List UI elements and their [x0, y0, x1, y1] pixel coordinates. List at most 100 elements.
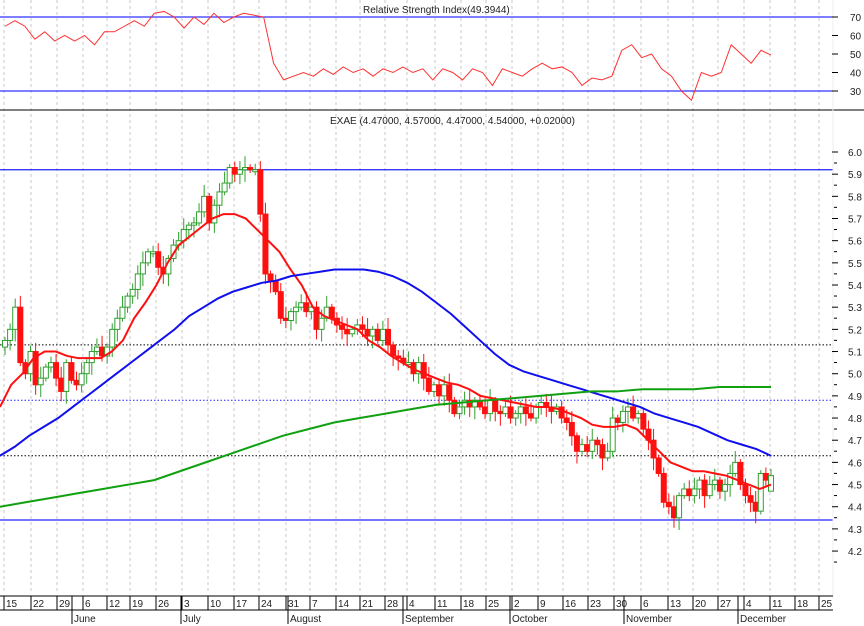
- candle-body: [670, 506, 677, 519]
- candle-body: [768, 475, 774, 492]
- candle-body: [303, 302, 310, 313]
- price-tick-label: 4.3: [848, 525, 862, 536]
- candle-body: [139, 262, 146, 275]
- x-tick-label: 19: [132, 599, 144, 610]
- x-tick-label: 22: [33, 599, 45, 610]
- rsi-tick-label: 60: [850, 32, 862, 43]
- candle-body: [727, 472, 734, 486]
- x-tick-label: 11: [772, 599, 783, 610]
- candle-body: [287, 311, 294, 321]
- price-tick-label: 4.9: [848, 392, 862, 403]
- price-title: EXAE (4.47000, 4.57000, 4.47000, 4.54000…: [330, 116, 575, 127]
- x-tick-label: 20: [695, 599, 707, 610]
- candle-body: [762, 472, 769, 481]
- candle-body: [257, 169, 264, 215]
- candle-body: [573, 435, 580, 452]
- price-tick-label: 5.9: [848, 170, 862, 181]
- candle-body: [482, 406, 489, 415]
- candle-body: [589, 439, 596, 452]
- price-tick-label: 5.2: [848, 325, 862, 336]
- candle-body: [436, 384, 443, 397]
- candle-body: [533, 406, 540, 419]
- price-tick-label: 4.6: [848, 458, 862, 469]
- candle-body: [742, 484, 749, 497]
- candle-body: [625, 406, 632, 412]
- candle-body: [88, 351, 95, 364]
- x-tick-label: 13: [670, 599, 682, 610]
- candle-body: [604, 450, 611, 459]
- candle-body: [706, 484, 713, 497]
- candle-body: [619, 410, 626, 423]
- candle-body: [701, 479, 708, 497]
- price-tick-label: 4.7: [848, 436, 862, 447]
- candle-body: [579, 444, 586, 452]
- x-tick-label: 28: [387, 599, 399, 610]
- grid-lines: [3, 0, 820, 594]
- month-label: November: [626, 614, 673, 625]
- moving-average-line: [0, 268, 772, 457]
- x-tick-label: 9: [540, 599, 546, 610]
- candle-body: [42, 366, 49, 379]
- price-tick-label: 4.8: [848, 414, 862, 425]
- candle-body: [211, 204, 218, 224]
- x-tick-label: 30: [616, 599, 628, 610]
- candle-body: [374, 328, 381, 341]
- x-tick-label: 18: [797, 599, 809, 610]
- candle-body: [129, 288, 136, 297]
- candle-body: [425, 377, 432, 392]
- candle-body: [732, 461, 739, 474]
- candle-body: [660, 472, 667, 503]
- x-tick-label: 4: [409, 599, 415, 610]
- x-tick-label: 2: [514, 599, 520, 610]
- moving-average-line: [0, 386, 771, 508]
- candle-body: [293, 306, 300, 313]
- candle-body: [298, 302, 305, 308]
- candle-body: [282, 317, 289, 321]
- candle-body: [63, 362, 70, 392]
- candle-body: [517, 406, 524, 415]
- x-tick-label: 14: [338, 599, 350, 610]
- price-tick-label: 4.5: [848, 481, 862, 492]
- x-tick-label: 11: [437, 599, 448, 610]
- candle-body: [630, 406, 637, 419]
- candle-body: [568, 421, 575, 437]
- candle-body: [247, 167, 254, 171]
- price-tick-label: 5.1: [848, 348, 862, 359]
- candle-body: [221, 182, 228, 193]
- candle-body: [124, 295, 131, 308]
- moving-average-line: [0, 213, 772, 491]
- candle-body: [12, 306, 19, 330]
- candle-body: [272, 280, 279, 293]
- rsi-panel: Relative Strength Index(49.3944): [0, 5, 833, 102]
- month-label: October: [512, 614, 548, 625]
- candle-body: [78, 373, 85, 386]
- candle-body: [640, 413, 647, 430]
- x-tick-label: 27: [720, 599, 732, 610]
- candle-body: [226, 167, 233, 184]
- x-tick-label: 24: [261, 599, 273, 610]
- candle-body: [339, 324, 346, 330]
- x-tick-label: 23: [590, 599, 602, 610]
- candle-body: [446, 384, 453, 401]
- candle-body: [99, 346, 106, 357]
- candle-body: [318, 317, 325, 330]
- price-panel: EXAE (4.47000, 4.57000, 4.47000, 4.54000…: [0, 116, 833, 530]
- candle-body: [119, 306, 126, 319]
- candle-body: [185, 224, 192, 231]
- candle-body: [73, 379, 80, 386]
- x-tick-label: 31: [288, 599, 300, 610]
- candle-body: [93, 346, 100, 353]
- candle-body: [665, 501, 672, 508]
- candle-body: [201, 195, 208, 213]
- candle-body: [614, 417, 621, 423]
- candle-body: [757, 472, 764, 512]
- x-tick-label: 6: [85, 599, 91, 610]
- price-tick-label: 4.4: [848, 503, 862, 514]
- x-axis[interactable]: 15 22 29 6 12 19 26 3 10 17 24 31 7 14 21 28 4 11 18 25 2 9 16…: [0, 595, 833, 625]
- candle-body: [696, 479, 703, 490]
- candle-body: [267, 273, 274, 282]
- x-tick-label: 10: [210, 599, 222, 610]
- rsi-tick-label: 40: [850, 69, 862, 80]
- candle-body: [502, 406, 509, 415]
